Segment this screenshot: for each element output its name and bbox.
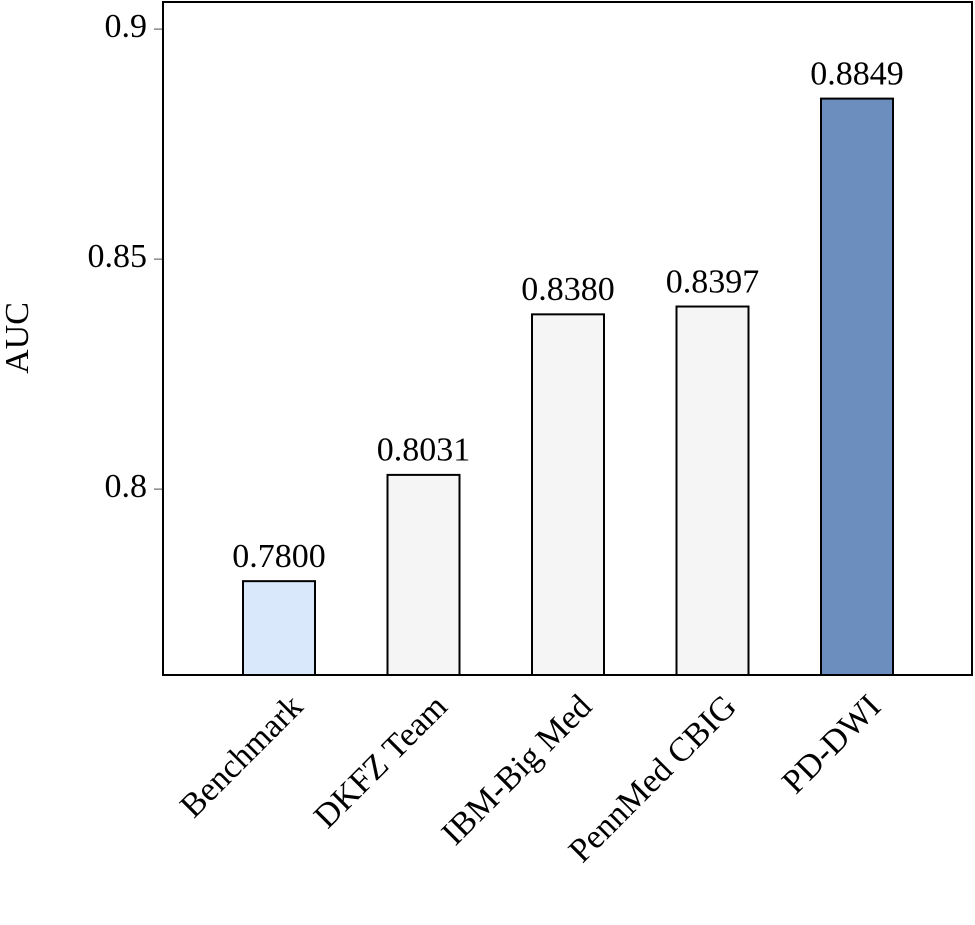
plot-frame bbox=[162, 1, 973, 676]
y-tick-label: 0.9 bbox=[105, 8, 148, 45]
bar bbox=[531, 313, 605, 676]
value-label: 0.8380 bbox=[521, 271, 615, 308]
y-tick-label: 0.85 bbox=[88, 238, 148, 275]
y-axis-label: AUC bbox=[0, 302, 36, 374]
y-tick-label: 0.8 bbox=[105, 468, 148, 505]
bar bbox=[675, 305, 750, 676]
x-tick-label: Benchmark bbox=[173, 688, 310, 825]
x-tick-label: IBM-Big Med bbox=[435, 688, 599, 852]
x-tick-label: DKFZ Team bbox=[307, 688, 455, 836]
value-label: 0.8849 bbox=[810, 55, 904, 92]
x-tick-label: PD-DWI bbox=[775, 688, 888, 801]
value-label: 0.8397 bbox=[666, 263, 760, 300]
bar bbox=[820, 97, 894, 677]
bar bbox=[242, 580, 316, 677]
value-label: 0.8031 bbox=[377, 432, 471, 469]
value-label: 0.7800 bbox=[232, 538, 326, 575]
bar bbox=[386, 473, 461, 676]
